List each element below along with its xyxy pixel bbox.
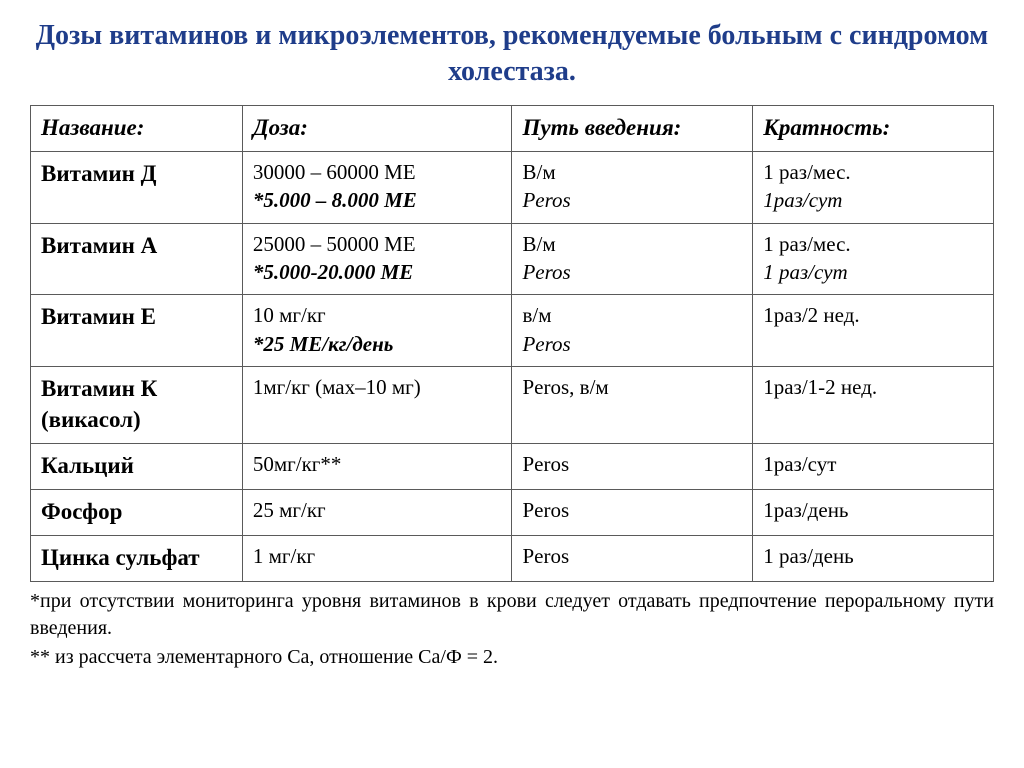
cell-route: Peros bbox=[512, 490, 753, 536]
cell-route: В/м Peros bbox=[512, 223, 753, 295]
cell-name: Кальций bbox=[31, 443, 243, 489]
route-main: в/м bbox=[522, 301, 742, 329]
table-row: Витамин Е 10 мг/кг *25 МЕ/кг/день в/м Pe… bbox=[31, 295, 994, 367]
col-frequency: Кратность: bbox=[753, 105, 994, 151]
dose-main: 1мг/кг (мах–10 мг) bbox=[253, 373, 502, 401]
cell-route: в/м Peros bbox=[512, 295, 753, 367]
route-alt: Peros bbox=[522, 186, 742, 214]
dose-alt: *25 МЕ/кг/день bbox=[253, 330, 502, 358]
col-dose: Доза: bbox=[242, 105, 512, 151]
cell-name: Фосфор bbox=[31, 490, 243, 536]
cell-route: Peros, в/м bbox=[512, 366, 753, 443]
cell-dose: 25000 – 50000 МЕ *5.000-20.000 МЕ bbox=[242, 223, 512, 295]
cell-name: Витамин Е bbox=[31, 295, 243, 367]
footnotes: *при отсутствии мониторинга уровня витам… bbox=[30, 588, 994, 671]
cell-name: Цинка сульфат bbox=[31, 536, 243, 582]
dose-main: 25000 – 50000 МЕ bbox=[253, 230, 502, 258]
footnote-1: *при отсутствии мониторинга уровня витам… bbox=[30, 588, 994, 642]
freq-main: 1раз/1-2 нед. bbox=[763, 373, 983, 401]
cell-frequency: 1раз/сут bbox=[753, 443, 994, 489]
dose-main: 25 мг/кг bbox=[253, 496, 502, 524]
cell-name: Витамин Д bbox=[31, 151, 243, 223]
table-row: Фосфор 25 мг/кг Peros 1раз/день bbox=[31, 490, 994, 536]
cell-route: В/м Peros bbox=[512, 151, 753, 223]
freq-main: 1раз/день bbox=[763, 496, 983, 524]
table-row: Витамин К (викасол) 1мг/кг (мах–10 мг) P… bbox=[31, 366, 994, 443]
freq-main: 1раз/2 нед. bbox=[763, 301, 983, 329]
dose-alt: *5.000 – 8.000 МЕ bbox=[253, 186, 502, 214]
page-title: Дозы витаминов и микроэлементов, рекомен… bbox=[30, 18, 994, 91]
freq-alt: 1раз/сут bbox=[763, 186, 983, 214]
freq-main: 1 раз/мес. bbox=[763, 230, 983, 258]
route-main: В/м bbox=[522, 158, 742, 186]
dose-alt: *5.000-20.000 МЕ bbox=[253, 258, 502, 286]
cell-frequency: 1раз/день bbox=[753, 490, 994, 536]
cell-frequency: 1 раз/мес. 1 раз/сут bbox=[753, 223, 994, 295]
route-main: Peros, в/м bbox=[522, 373, 742, 401]
table-row: Витамин Д 30000 – 60000 МЕ *5.000 – 8.00… bbox=[31, 151, 994, 223]
cell-name: Витамин К (викасол) bbox=[31, 366, 243, 443]
dosage-table: Название: Доза: Путь введения: Кратность… bbox=[30, 105, 994, 582]
route-alt: Peros bbox=[522, 258, 742, 286]
cell-dose: 10 мг/кг *25 МЕ/кг/день bbox=[242, 295, 512, 367]
route-main: Peros bbox=[522, 496, 742, 524]
route-alt: Peros bbox=[522, 330, 742, 358]
table-row: Цинка сульфат 1 мг/кг Peros 1 раз/день bbox=[31, 536, 994, 582]
cell-dose: 30000 – 60000 МЕ *5.000 – 8.000 МЕ bbox=[242, 151, 512, 223]
freq-main: 1 раз/день bbox=[763, 542, 983, 570]
cell-frequency: 1раз/2 нед. bbox=[753, 295, 994, 367]
freq-main: 1раз/сут bbox=[763, 450, 983, 478]
cell-dose: 25 мг/кг bbox=[242, 490, 512, 536]
cell-route: Peros bbox=[512, 536, 753, 582]
cell-name: Витамин А bbox=[31, 223, 243, 295]
cell-dose: 1мг/кг (мах–10 мг) bbox=[242, 366, 512, 443]
table-row: Витамин А 25000 – 50000 МЕ *5.000-20.000… bbox=[31, 223, 994, 295]
cell-frequency: 1 раз/мес. 1раз/сут bbox=[753, 151, 994, 223]
cell-frequency: 1 раз/день bbox=[753, 536, 994, 582]
dose-main: 30000 – 60000 МЕ bbox=[253, 158, 502, 186]
dose-main: 50мг/кг** bbox=[253, 450, 502, 478]
cell-frequency: 1раз/1-2 нед. bbox=[753, 366, 994, 443]
route-main: Peros bbox=[522, 542, 742, 570]
cell-dose: 50мг/кг** bbox=[242, 443, 512, 489]
cell-dose: 1 мг/кг bbox=[242, 536, 512, 582]
route-main: Peros bbox=[522, 450, 742, 478]
freq-alt: 1 раз/сут bbox=[763, 258, 983, 286]
dose-main: 10 мг/кг bbox=[253, 301, 502, 329]
dose-main: 1 мг/кг bbox=[253, 542, 502, 570]
route-main: В/м bbox=[522, 230, 742, 258]
table-header-row: Название: Доза: Путь введения: Кратность… bbox=[31, 105, 994, 151]
col-name: Название: bbox=[31, 105, 243, 151]
table-row: Кальций 50мг/кг** Peros 1раз/сут bbox=[31, 443, 994, 489]
col-route: Путь введения: bbox=[512, 105, 753, 151]
footnote-2: ** из рассчета элементарного Са, отношен… bbox=[30, 644, 994, 671]
cell-route: Peros bbox=[512, 443, 753, 489]
freq-main: 1 раз/мес. bbox=[763, 158, 983, 186]
